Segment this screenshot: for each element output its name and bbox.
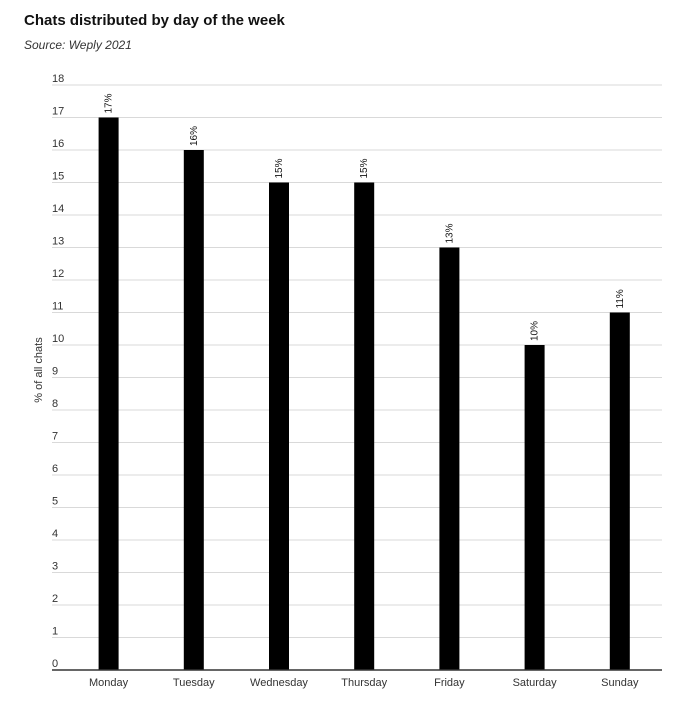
bar-wednesday — [269, 182, 289, 670]
bar-monday — [98, 117, 119, 670]
data-label-saturday: 10% — [530, 321, 541, 341]
category-label-monday: Monday — [89, 677, 129, 689]
bar-thursday — [354, 182, 375, 670]
category-label-tuesday: Tuesday — [173, 677, 215, 689]
bar-friday — [439, 247, 460, 670]
bars — [98, 117, 630, 670]
data-labels: 17% 16% 15% 15% 13% 10% 11% — [104, 93, 626, 341]
category-label-friday: Friday — [434, 677, 465, 689]
category-label-thursday: Thursday — [341, 677, 387, 689]
category-label-sunday: Sunday — [601, 677, 639, 689]
y-tick-label-17: 17 — [52, 106, 64, 118]
y-axis-label: % of all chats — [33, 337, 45, 403]
y-tick-label-15: 15 — [52, 171, 64, 183]
bar-saturday — [524, 345, 545, 670]
y-tick-label-5: 5 — [52, 496, 58, 508]
bar-tuesday — [183, 150, 204, 670]
y-tick-label-3: 3 — [52, 561, 58, 573]
data-label-wednesday: 15% — [274, 158, 285, 178]
y-tick-label-6: 6 — [52, 463, 58, 475]
y-tick-label-13: 13 — [52, 236, 64, 248]
y-tick-label-2: 2 — [52, 593, 58, 605]
y-tick-label-8: 8 — [52, 398, 58, 410]
y-tick-label-11: 11 — [52, 301, 63, 313]
y-tick-label-7: 7 — [52, 431, 58, 443]
y-tick-label-10: 10 — [52, 333, 64, 345]
y-tick-label-9: 9 — [52, 366, 58, 378]
chart-subtitle: Source: Weply 2021 — [24, 38, 132, 52]
data-label-tuesday: 16% — [189, 126, 200, 146]
data-label-sunday: 11% — [615, 289, 626, 308]
y-tick-label-1: 1 — [52, 626, 58, 638]
y-tick-label-4: 4 — [52, 528, 58, 540]
chart-title: Chats distributed by day of the week — [24, 12, 285, 29]
category-labels: Monday Tuesday Wednesday Thursday Friday Satu… — [89, 677, 639, 689]
data-label-thursday: 15% — [359, 158, 370, 178]
data-label-monday: 17% — [104, 93, 115, 113]
y-tick-label-12: 12 — [52, 268, 64, 280]
y-tick-label-16: 16 — [52, 138, 64, 150]
y-tick-label-0: 0 — [52, 658, 58, 670]
y-tick-label-18: 18 — [52, 73, 64, 85]
bar-sunday — [609, 312, 630, 670]
category-label-wednesday: Wednesday — [250, 677, 308, 689]
category-label-saturday: Saturday — [513, 677, 558, 689]
y-tick-label-14: 14 — [52, 203, 64, 215]
data-label-friday: 13% — [444, 223, 455, 243]
